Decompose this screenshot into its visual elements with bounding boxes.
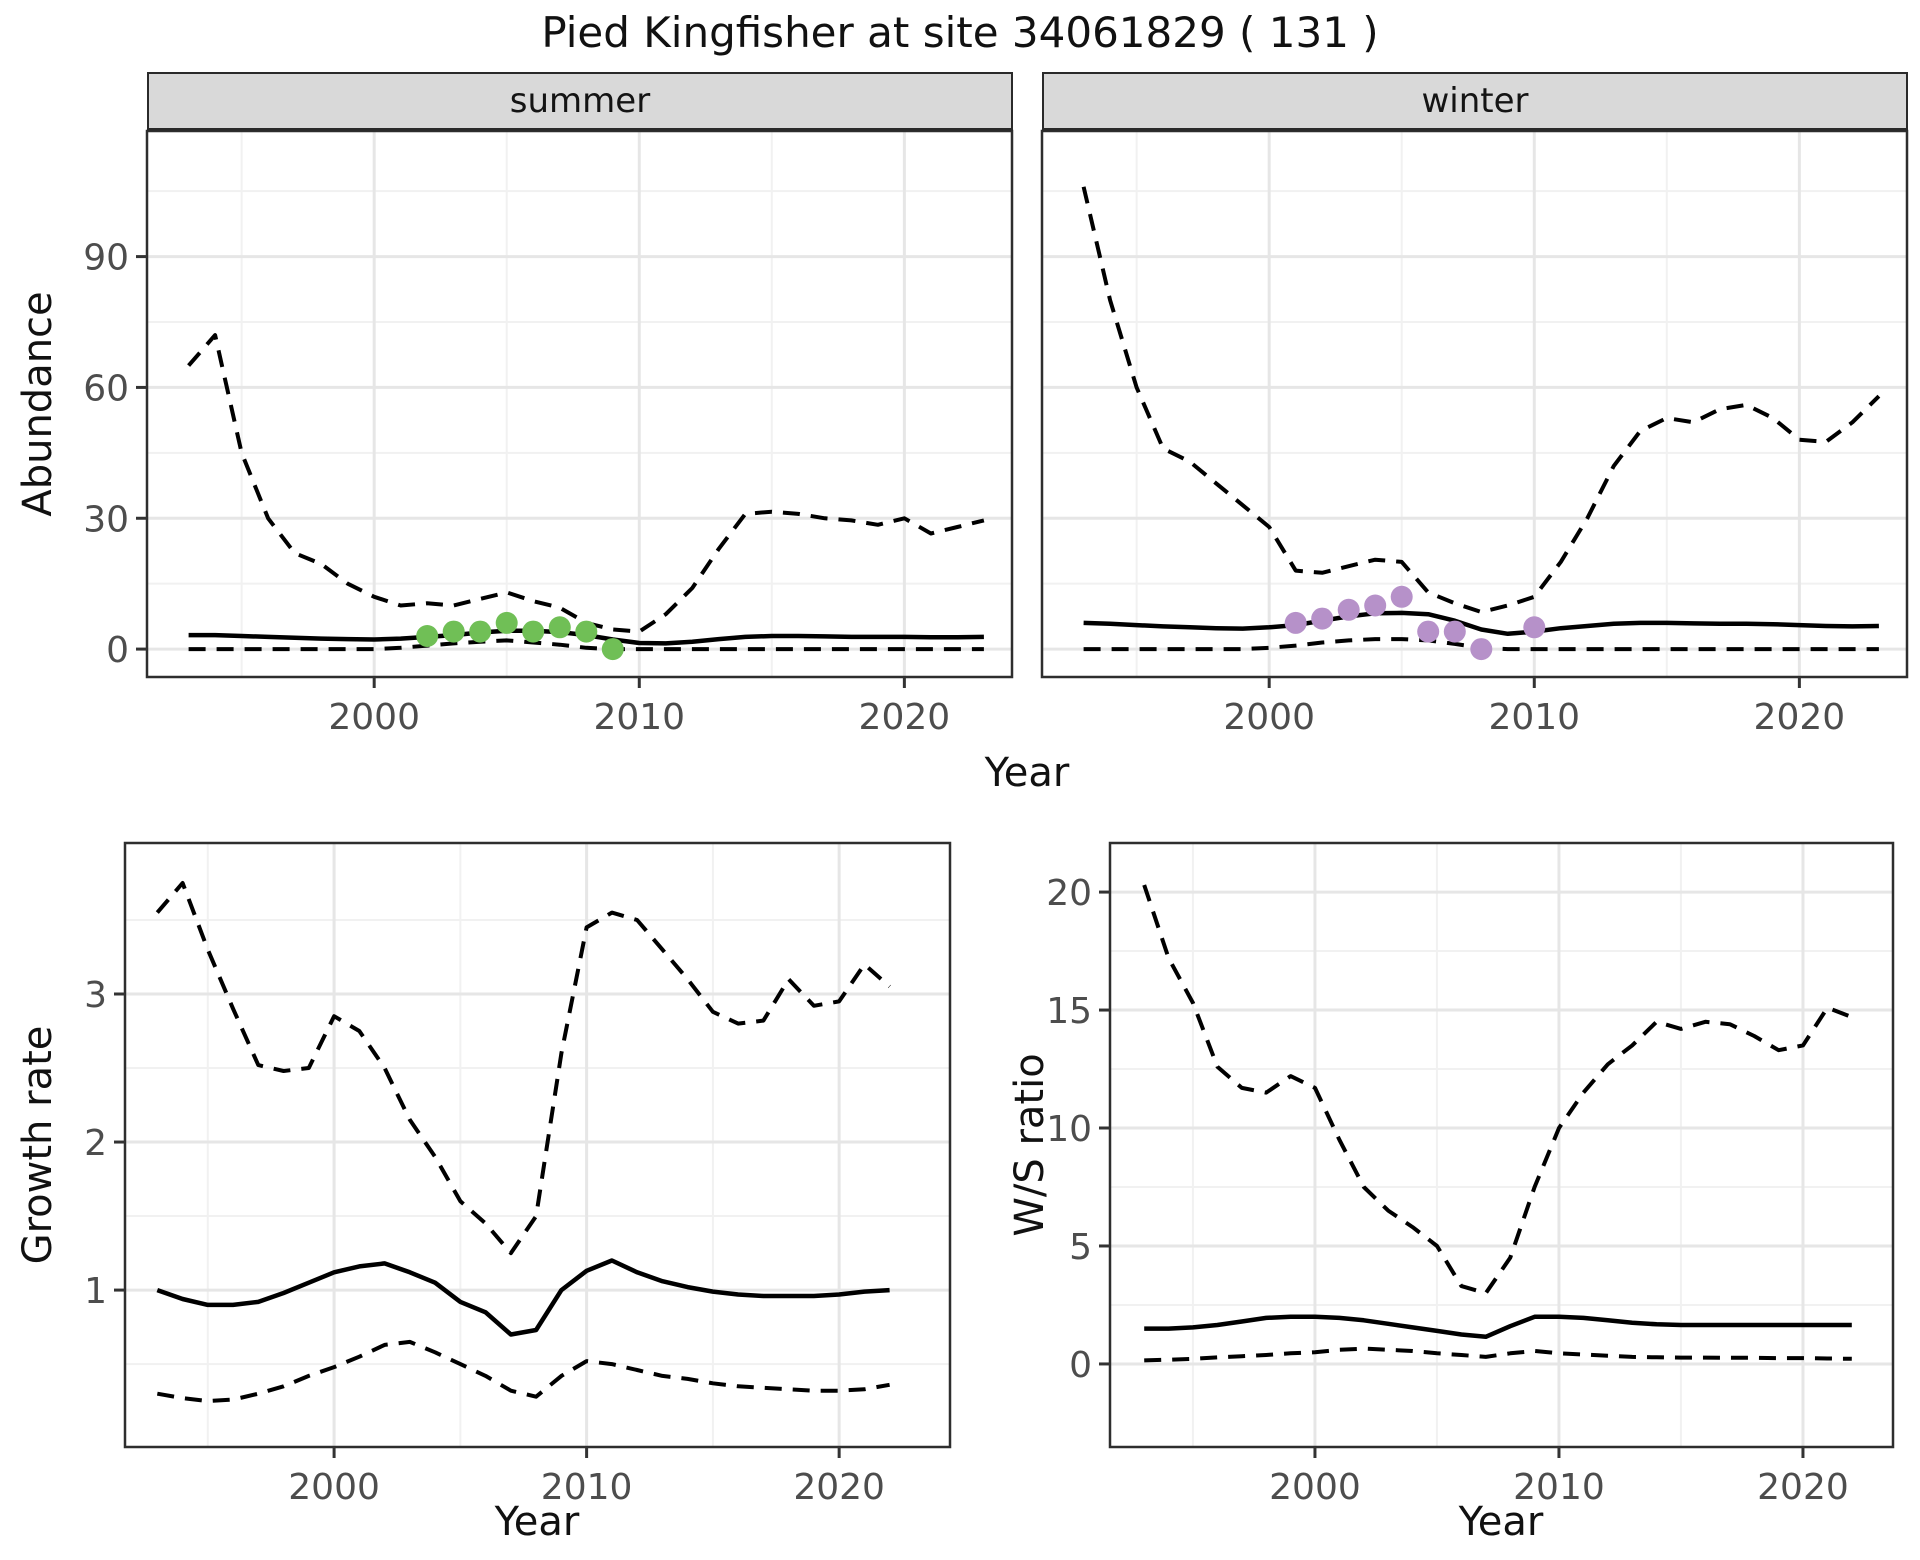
y-tick-label: 30: [83, 499, 129, 540]
observation-point-observed-winter: [1390, 585, 1413, 608]
observation-point-observed-summer: [416, 625, 439, 647]
x-tick-label: 2010: [541, 1467, 633, 1508]
panel-growth-rate: 2000 2010 2020 1 2 3: [84, 841, 952, 1508]
observation-point-observed-summer: [495, 611, 518, 634]
observation-point-observed-winter: [1417, 620, 1440, 643]
facet-strip-winter: winter: [1042, 72, 1908, 131]
facet-strip-summer-label: summer: [509, 81, 651, 121]
series-median: [1144, 1314, 1852, 1340]
x-tick-label: 2020: [1757, 1467, 1849, 1508]
x-tick-label: 2020: [793, 1467, 885, 1508]
series-ci-lower: [188, 638, 984, 652]
y-tick-label: 0: [106, 630, 129, 671]
panel-background: [125, 843, 950, 1447]
observation-point-observed-winter: [1470, 638, 1493, 661]
x-tick-label: 2000: [328, 697, 420, 738]
panel-border: [145, 129, 1014, 679]
panel-background: [147, 131, 1012, 677]
observation-point-observed-summer: [522, 620, 545, 643]
x-tick-label: 2020: [859, 697, 951, 738]
observation-point-observed-winter: [1443, 620, 1466, 643]
y-tick-label: 90: [83, 238, 129, 279]
series-median: [156, 1258, 890, 1337]
series-ci-upper: [155, 881, 891, 1256]
observation-point-observed-summer: [442, 620, 465, 643]
panel-border: [123, 841, 952, 1449]
y-tick-label: 3: [84, 975, 107, 1016]
y-tick-label: 0: [1069, 1345, 1092, 1386]
x-axis-title-year-growth: Year: [494, 1499, 580, 1545]
observation-point-observed-summer: [601, 638, 624, 661]
y-tick-label: 5: [1069, 1227, 1092, 1268]
series-ci-upper: [1142, 884, 1853, 1296]
observation-point-observed-summer: [548, 616, 571, 639]
x-tick-label: 2010: [1513, 1467, 1605, 1508]
series-ci-lower: [156, 1339, 890, 1404]
observation-point-observed-winter: [1337, 598, 1360, 621]
panel-border: [1040, 129, 1909, 679]
observation-point-observed-winter: [1523, 616, 1546, 639]
x-tick-label: 2000: [288, 1467, 380, 1508]
x-axis-title-year-top: Year: [984, 750, 1070, 796]
x-tick-label: 2000: [1223, 697, 1315, 738]
y-tick-label: 15: [1046, 991, 1092, 1032]
facet-strip-winter-label: winter: [1421, 81, 1529, 121]
x-tick-label: 2000: [1269, 1467, 1361, 1508]
series-median: [1083, 610, 1879, 637]
y-tick-label: 10: [1046, 1109, 1092, 1150]
x-tick-label: 2010: [1488, 697, 1580, 738]
y-axis-title-growth-rate: Growth rate: [15, 1025, 61, 1265]
y-tick-label: 2: [84, 1123, 107, 1164]
x-tick-label: 2010: [593, 697, 685, 738]
observation-point-observed-winter: [1364, 594, 1387, 617]
y-tick-label: 20: [1046, 873, 1092, 914]
panel-abundance-summer: 2000 2010 2020 0 30 60 90: [83, 129, 1014, 738]
observation-point-observed-summer: [469, 620, 492, 643]
chart-title: Pied Kingfisher at site 34061829 ( 131 ): [541, 8, 1379, 57]
y-axis-title-ws-ratio: W/S ratio: [1007, 1053, 1053, 1237]
series-ci-lower: [1144, 1346, 1852, 1363]
x-tick-label: 2020: [1754, 697, 1846, 738]
panel-abundance-winter: 2000 2010 2020: [1040, 129, 1909, 738]
y-axis-title-abundance: Abundance: [15, 291, 61, 517]
y-tick-label: 60: [83, 368, 129, 409]
panel-background: [1110, 843, 1893, 1447]
facet-strip-summer: summer: [147, 72, 1013, 131]
series-ci-upper: [1081, 186, 1881, 614]
panel-ws-ratio: 2000 2010 2020 0 5 10 15 20: [1046, 841, 1895, 1508]
observation-point-observed-winter: [1311, 607, 1334, 630]
observation-point-observed-summer: [575, 620, 598, 643]
panel-background: [1042, 131, 1907, 677]
observation-point-observed-winter: [1284, 611, 1307, 634]
x-axis-title-year-ws: Year: [1458, 1499, 1544, 1545]
panel-border: [1108, 841, 1895, 1449]
y-tick-label: 1: [84, 1271, 107, 1312]
